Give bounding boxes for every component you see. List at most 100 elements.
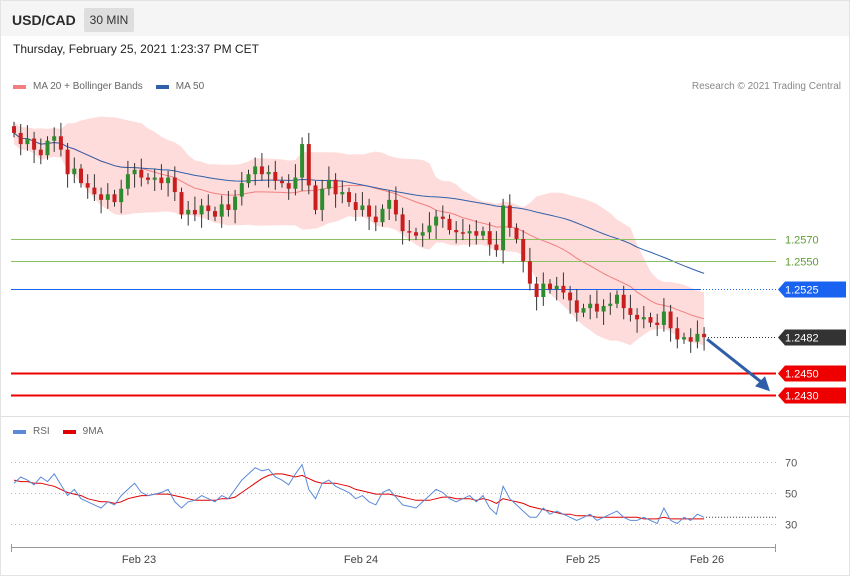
candle-up <box>72 168 77 175</box>
candle-down <box>313 185 318 210</box>
candle-up <box>682 337 686 340</box>
x-tick-label: Feb 24 <box>344 554 378 566</box>
candle-down <box>454 230 459 233</box>
candle-up <box>186 209 191 215</box>
rsi-level-70-label: 70 <box>785 458 797 470</box>
candle-up <box>554 285 559 290</box>
candle-up <box>387 199 392 209</box>
candle-down <box>347 192 351 203</box>
candle-up <box>608 303 613 306</box>
candle-up <box>588 303 593 309</box>
rsi-ma-swatch <box>62 429 76 434</box>
ma50-line <box>13 132 705 274</box>
candle-up <box>695 333 700 342</box>
panel-divider <box>1 416 849 417</box>
level-1-2450-label: 1.2450 <box>785 369 819 381</box>
candle-down <box>628 308 633 315</box>
candle-down <box>494 244 499 251</box>
candle-down <box>179 192 184 215</box>
candle-down <box>226 204 231 210</box>
level-1-2570-label: 1.2570 <box>785 235 819 247</box>
candle-down <box>32 138 37 150</box>
candle-down <box>192 209 197 215</box>
rsi-ma-line <box>13 473 705 520</box>
price-legend: MA 20 + Bollinger Bands MA 50 <box>13 81 204 92</box>
candle-up <box>219 204 224 217</box>
candle-down <box>514 227 519 239</box>
candle-up <box>125 174 130 189</box>
candle-up <box>380 208 385 223</box>
candle-down <box>655 322 660 325</box>
candle-down <box>414 232 418 236</box>
rsi-swatch <box>13 429 26 434</box>
candle-down <box>688 337 693 342</box>
candle-down <box>353 202 358 210</box>
candle-down <box>574 300 579 313</box>
chart-header: USD/CAD 30 MIN <box>1 1 849 36</box>
candle-down <box>213 211 217 217</box>
candle-down <box>561 285 566 293</box>
candle-down <box>112 194 117 203</box>
candle-down <box>534 283 539 298</box>
candle-down <box>507 205 512 228</box>
candle-down <box>92 187 97 195</box>
candle-up <box>360 205 365 210</box>
candle-up <box>119 188 124 203</box>
candle-up <box>132 169 137 175</box>
candle-down <box>474 231 479 236</box>
candle-down <box>259 166 264 175</box>
forecast-arrow-head <box>755 376 770 392</box>
candle-up <box>641 317 646 320</box>
level-1-2550-label: 1.2550 <box>785 257 819 269</box>
candle-up <box>152 177 157 180</box>
level-1-2482-label: 1.2482 <box>785 333 819 345</box>
candle-down <box>648 317 653 323</box>
candle-down <box>286 183 291 189</box>
ma20-legend-label: MA 20 + Bollinger Bands <box>33 81 143 92</box>
candle-down <box>440 216 445 219</box>
candle-up <box>199 205 204 215</box>
candle-up <box>541 283 546 298</box>
candle-down <box>18 132 23 145</box>
candle-down <box>85 183 90 188</box>
candle-down <box>65 149 70 175</box>
ma50-swatch <box>155 84 169 89</box>
candle-down <box>99 194 104 200</box>
candle-down <box>373 216 378 223</box>
candle-down <box>548 283 552 290</box>
candle-up <box>601 305 606 312</box>
candle-up <box>52 136 57 141</box>
candle-up <box>501 205 506 251</box>
candle-up <box>340 192 345 195</box>
level-1-2525-tag <box>778 281 846 298</box>
bollinger-band <box>14 116 705 346</box>
candle-up <box>300 144 305 178</box>
candle-up <box>253 166 258 175</box>
candle-up <box>420 232 425 236</box>
candle-down <box>668 311 673 329</box>
candle-down <box>621 294 626 309</box>
candle-down <box>280 180 284 184</box>
candle-up <box>25 138 30 145</box>
candle-down <box>594 303 599 312</box>
candle-up <box>293 177 298 189</box>
candle-up <box>326 179 331 189</box>
ma20-swatch <box>13 84 26 89</box>
candle-down <box>79 168 83 184</box>
level-1-2430-tag <box>778 387 846 404</box>
candle-up <box>166 177 171 184</box>
candle-up <box>427 225 432 233</box>
rsi-line <box>13 463 705 525</box>
candle-down <box>521 238 526 262</box>
candle-down <box>460 232 465 234</box>
forecast-arrow <box>706 338 765 386</box>
timeframe-button[interactable]: 30 MIN <box>84 8 134 32</box>
ma50-legend-label: MA 50 <box>175 81 205 92</box>
candle-down <box>702 333 707 338</box>
candle-down <box>58 136 63 150</box>
rsi-legend: RSI 9MA <box>13 426 103 437</box>
candle-down <box>407 231 412 233</box>
candle-down <box>333 179 338 195</box>
candle-down <box>447 218 452 231</box>
